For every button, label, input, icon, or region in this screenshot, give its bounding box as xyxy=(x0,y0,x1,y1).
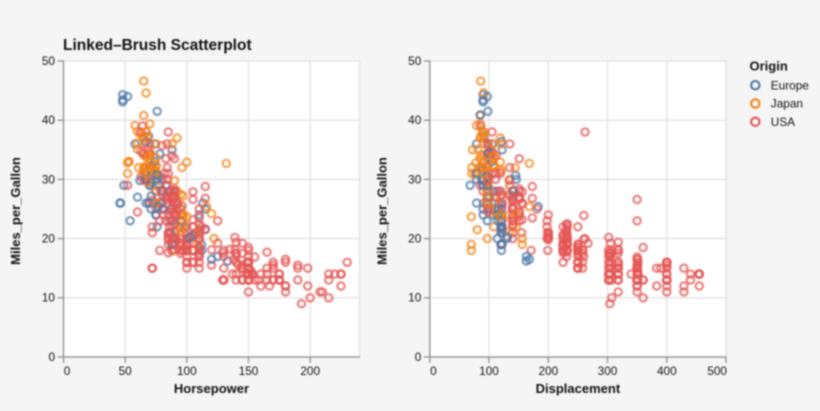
svg-text:30: 30 xyxy=(408,172,422,186)
svg-text:10: 10 xyxy=(42,291,56,305)
svg-text:500: 500 xyxy=(707,364,727,378)
svg-text:Displacement: Displacement xyxy=(536,381,621,396)
svg-text:300: 300 xyxy=(598,364,618,378)
svg-text:Miles_per_Gallon: Miles_per_Gallon xyxy=(8,157,23,265)
svg-text:0: 0 xyxy=(64,364,71,378)
svg-text:200: 200 xyxy=(538,364,558,378)
svg-text:100: 100 xyxy=(177,364,197,378)
svg-text:30: 30 xyxy=(42,172,56,186)
svg-text:50: 50 xyxy=(408,54,422,68)
svg-text:20: 20 xyxy=(408,232,422,246)
svg-text:Miles_per_Gallon: Miles_per_Gallon xyxy=(374,157,389,265)
svg-text:Horsepower: Horsepower xyxy=(174,381,249,396)
svg-text:20: 20 xyxy=(42,232,56,246)
svg-text:USA: USA xyxy=(771,115,795,129)
svg-text:40: 40 xyxy=(42,113,56,127)
svg-text:Japan: Japan xyxy=(771,97,803,111)
svg-text:40: 40 xyxy=(408,113,422,127)
svg-text:400: 400 xyxy=(657,364,677,378)
svg-text:Europe: Europe xyxy=(771,78,809,92)
svg-text:50: 50 xyxy=(119,364,133,378)
svg-text:Linked–Brush Scatterplot: Linked–Brush Scatterplot xyxy=(63,37,252,54)
svg-text:0: 0 xyxy=(415,350,422,364)
svg-text:10: 10 xyxy=(408,291,422,305)
svg-text:Origin: Origin xyxy=(750,59,788,74)
svg-text:200: 200 xyxy=(300,364,320,378)
svg-text:150: 150 xyxy=(239,364,259,378)
svg-text:50: 50 xyxy=(42,54,56,68)
svg-text:0: 0 xyxy=(430,364,437,378)
svg-text:100: 100 xyxy=(479,364,499,378)
svg-text:0: 0 xyxy=(48,350,55,364)
